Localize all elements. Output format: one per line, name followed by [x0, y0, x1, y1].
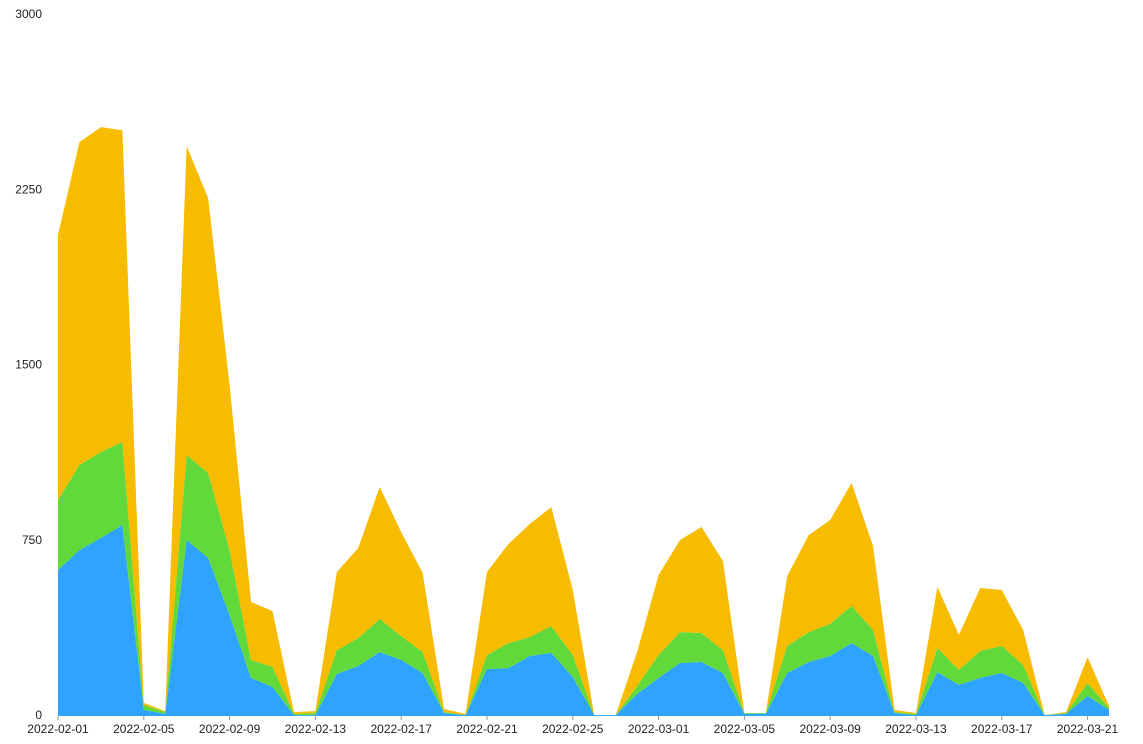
x-tick-label: 2022-02-05	[113, 722, 175, 736]
y-tick-label: 1500	[15, 358, 42, 372]
x-tick-label: 2022-02-09	[199, 722, 261, 736]
x-tick-label: 2022-02-01	[27, 722, 89, 736]
y-tick-label: 2250	[15, 182, 42, 196]
x-tick-label: 2022-03-09	[799, 722, 861, 736]
x-tick-label: 2022-02-21	[456, 722, 518, 736]
x-tick-label: 2022-03-13	[885, 722, 947, 736]
y-tick-label: 0	[35, 708, 42, 722]
x-tick-label: 2022-02-13	[285, 722, 347, 736]
x-tick-label: 2022-02-17	[370, 722, 432, 736]
y-tick-label: 3000	[15, 7, 42, 21]
y-tick-label: 750	[22, 533, 42, 547]
x-tick-label: 2022-03-05	[714, 722, 776, 736]
x-tick-label: 2022-03-01	[628, 722, 690, 736]
x-tick-label: 2022-03-21	[1057, 722, 1119, 736]
area	[58, 525, 1109, 716]
x-tick-label: 2022-02-25	[542, 722, 604, 736]
area	[58, 127, 1109, 716]
x-tick-label: 2022-03-17	[971, 722, 1033, 736]
